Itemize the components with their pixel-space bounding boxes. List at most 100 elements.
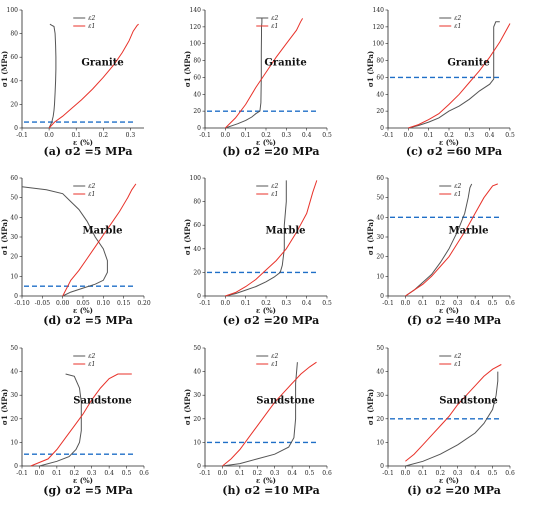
x-tick-label: 0.6 — [505, 300, 515, 307]
x-tick-label: 0.0 — [35, 470, 45, 477]
subplot-f: -0.1 0.0 0.1 0.2 0.3 0.4 0.5 0.6 0 10 20 30 40 50 60 ε … — [366, 175, 515, 327]
series-line-eps1 — [405, 183, 498, 297]
x-tick-label: 0.3 — [87, 470, 97, 477]
legend-label: ε1 — [88, 23, 95, 30]
y-tick-label: 100 — [373, 41, 385, 48]
y-tick-label: 50 — [376, 195, 384, 202]
x-tick-label: 0.4 — [470, 470, 480, 477]
y-axis-label: σ1 (MPa) — [0, 219, 9, 255]
x-tick-label: 0.05 — [76, 300, 90, 307]
y-tick-label: 0 — [197, 463, 201, 470]
legend-label: ε2 — [454, 183, 461, 190]
subplot-caption: (b) σ2 =20 MPa — [222, 145, 319, 158]
x-tick-label: 0.2 — [261, 300, 271, 307]
x-tick-label: 0.6 — [505, 470, 515, 477]
rock-label: Sandstone — [439, 395, 498, 406]
y-tick-label: 0 — [14, 463, 18, 470]
x-tick-label: 0.1 — [241, 300, 251, 307]
rock-label: Marble — [449, 225, 489, 236]
x-tick-label: 0.3 — [126, 132, 136, 139]
y-tick-label: 80 — [193, 58, 201, 65]
y-axis-label: σ1 (MPa) — [0, 389, 9, 425]
rock-label: Marble — [266, 225, 306, 236]
y-tick-label: 60 — [10, 175, 18, 182]
subplot-b: -0.1 0.0 0.1 0.2 0.3 0.4 0.5 0 20 40 60 80 100 120 140… — [183, 7, 332, 158]
series-line-eps1 — [62, 183, 137, 297]
x-tick-label: 0.4 — [302, 132, 312, 139]
series-line-eps2 — [408, 21, 500, 129]
x-axis-label: ε (%) — [73, 306, 93, 315]
series-line-eps2 — [225, 18, 263, 129]
y-axis-label: σ1 (MPa) — [366, 219, 375, 255]
y-tick-label: 40 — [376, 91, 384, 98]
y-tick-label: 50 — [376, 345, 384, 352]
y-tick-label: 80 — [376, 58, 384, 65]
x-axis-label: ε (%) — [256, 476, 276, 485]
y-tick-label: 100 — [7, 7, 19, 14]
y-tick-label: 60 — [10, 54, 18, 61]
legend-label: ε2 — [454, 15, 461, 22]
subplot-caption: (e) σ2 =20 MPa — [223, 314, 319, 327]
x-tick-label: 0.4 — [470, 300, 480, 307]
y-tick-label: 30 — [376, 392, 384, 399]
x-tick-label: 0.5 — [488, 300, 498, 307]
y-tick-label: 0 — [380, 125, 384, 132]
x-tick-label: 0.2 — [444, 132, 454, 139]
x-tick-label: -0.1 — [16, 132, 28, 139]
series-line-eps2 — [405, 371, 499, 467]
x-axis-label: ε (%) — [439, 476, 459, 485]
x-tick-label: -0.1 — [16, 470, 28, 477]
y-tick-label: 20 — [10, 101, 18, 108]
y-tick-label: 0 — [14, 125, 18, 132]
y-tick-label: 50 — [10, 195, 18, 202]
rock-label: Granite — [264, 57, 306, 68]
subplot-caption: (f) σ2 =40 MPa — [407, 314, 501, 327]
x-tick-label: 0.2 — [253, 470, 263, 477]
series-line-eps1 — [30, 373, 132, 467]
x-tick-label: -0.05 — [35, 300, 51, 307]
x-tick-label: 0.0 — [401, 300, 411, 307]
legend-label: ε1 — [271, 23, 278, 30]
rock-label: Marble — [83, 225, 123, 236]
legend-label: ε1 — [88, 361, 95, 368]
y-tick-label: 60 — [376, 175, 384, 182]
x-tick-label: -0.1 — [199, 132, 211, 139]
x-tick-label: 0.3 — [465, 132, 475, 139]
rock-label: Granite — [447, 57, 489, 68]
y-tick-label: 20 — [376, 416, 384, 423]
x-tick-label: -0.1 — [382, 470, 394, 477]
subplot-i: -0.1 0.0 0.1 0.2 0.3 0.4 0.5 0.6 0 10 20 30 40 50 ε (%… — [366, 345, 515, 497]
x-tick-label: 0.15 — [117, 300, 131, 307]
x-tick-label: 0.3 — [282, 132, 292, 139]
y-tick-label: 20 — [10, 254, 18, 261]
y-tick-label: 20 — [193, 269, 201, 276]
y-tick-label: 0 — [380, 293, 384, 300]
x-tick-label: -0.1 — [382, 300, 394, 307]
series-line-eps2 — [21, 186, 108, 297]
subplot-e: -0.1 0.0 0.1 0.2 0.3 0.4 0.5 0 20 40 60 80 100 ε (%) σ… — [183, 175, 332, 327]
y-tick-label: 60 — [193, 74, 201, 81]
x-tick-label: 0.20 — [137, 300, 151, 307]
x-tick-label: 0.4 — [302, 300, 312, 307]
x-tick-label: -0.1 — [382, 132, 394, 139]
y-tick-label: 60 — [376, 74, 384, 81]
y-tick-label: 30 — [10, 234, 18, 241]
subplot-caption: (h) σ2 =10 MPa — [222, 484, 319, 497]
subplot-caption: (c) σ2 =60 MPa — [406, 145, 502, 158]
legend-label: ε1 — [454, 361, 461, 368]
x-tick-label: 0.3 — [270, 470, 280, 477]
x-tick-label: 0.5 — [322, 300, 332, 307]
y-tick-label: 30 — [193, 392, 201, 399]
x-tick-label: 0.1 — [418, 470, 428, 477]
y-tick-label: 0 — [197, 125, 201, 132]
x-tick-label: 0.00 — [56, 300, 70, 307]
series-line-eps2 — [222, 362, 298, 467]
subplot-h: -0.1 0.0 0.1 0.2 0.3 0.4 0.5 0.6 0 10 20 30 40 50 ε (%… — [183, 345, 332, 497]
rock-label: Sandstone — [256, 395, 315, 406]
y-tick-label: 40 — [10, 369, 18, 376]
x-tick-label: 0.5 — [122, 470, 132, 477]
y-tick-label: 10 — [10, 273, 18, 280]
y-tick-label: 0 — [197, 293, 201, 300]
subplot-d: -0.10 -0.05 0.00 0.05 0.10 0.15 0.20 0 10 20 30 40 5… — [0, 175, 151, 327]
